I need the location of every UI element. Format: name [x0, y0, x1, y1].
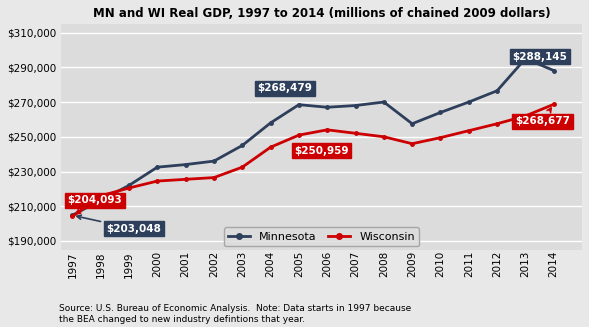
Text: $268,677: $268,677: [515, 108, 570, 126]
Text: $288,145: $288,145: [512, 52, 567, 62]
Text: $204,093: $204,093: [68, 195, 123, 214]
Text: $250,959: $250,959: [294, 146, 349, 156]
Text: $203,048: $203,048: [77, 215, 161, 234]
Title: MN and WI Real GDP, 1997 to 2014 (millions of chained 2009 dollars): MN and WI Real GDP, 1997 to 2014 (millio…: [92, 7, 550, 20]
Text: Source: U.S. Bureau of Economic Analysis.  Note: Data starts in 1997 because
the: Source: U.S. Bureau of Economic Analysis…: [59, 304, 411, 324]
Text: $268,479: $268,479: [257, 83, 312, 93]
Legend: Minnesota, Wisconsin: Minnesota, Wisconsin: [224, 228, 419, 246]
